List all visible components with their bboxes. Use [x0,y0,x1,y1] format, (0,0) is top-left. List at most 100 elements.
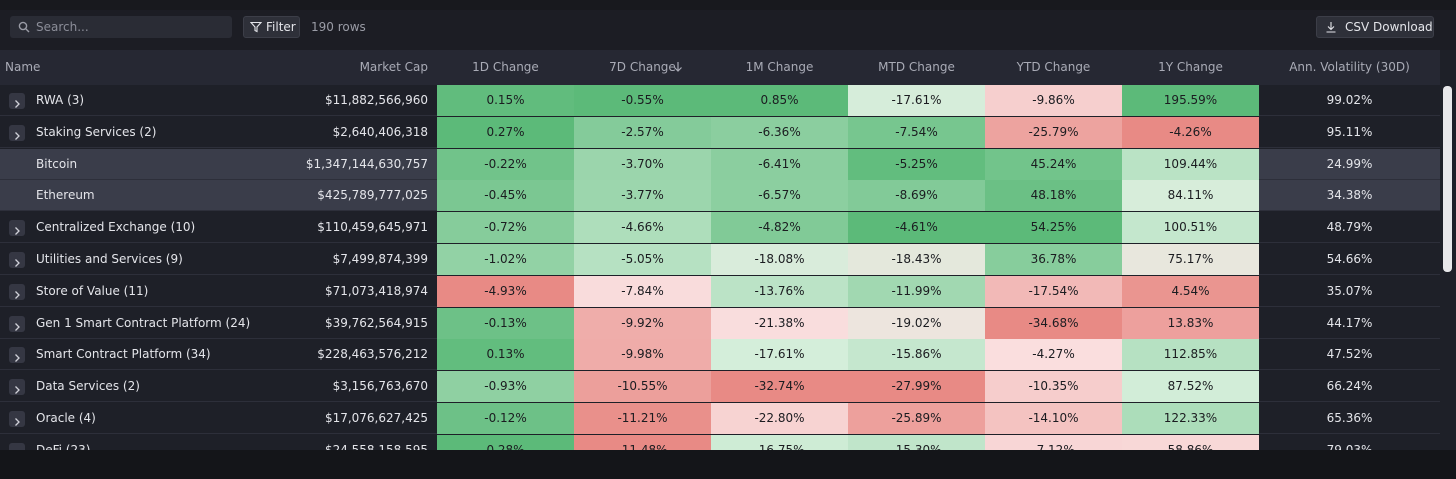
cell-value: -15.30% [848,434,985,450]
cell-value: -15.86% [848,339,985,371]
cell-value: -11.99% [848,275,985,307]
cell-value: 84.11% [1122,180,1259,212]
cell-value: -9.98% [574,339,711,371]
cell-value: $3,156,763,670 [262,371,437,403]
cell-value: -17.54% [985,275,1122,307]
csv-label: CSV Download [1345,20,1433,34]
row-name[interactable]: Staking Services (2) [0,116,262,148]
search-input[interactable]: Search... [10,16,232,38]
row-name[interactable]: Ethereum [0,180,262,212]
cell-value: -0.93% [437,371,574,403]
row-name[interactable]: Centralized Exchange (10) [0,212,262,244]
scrollbar-thumb[interactable] [1443,86,1452,272]
cell-value: $2,640,406,318 [262,116,437,148]
cell-value: -34.68% [985,307,1122,339]
cell-value: -5.05% [574,244,711,275]
expand-button[interactable] [9,379,25,396]
cell-value: 65.36% [1259,403,1440,434]
row-name[interactable]: Oracle (4) [0,403,262,434]
cell-value: -10.55% [574,371,711,403]
expand-button[interactable] [9,283,25,300]
row-name[interactable]: RWA (3) [0,85,262,116]
row-count: 190 rows [311,20,366,34]
cell-value: -13.76% [711,275,848,307]
row-name[interactable]: DeFi (23) [0,434,262,450]
download-icon [1326,22,1336,33]
cell-value: -6.36% [711,116,848,148]
expand-button[interactable] [9,252,25,268]
cell-value: -0.22% [437,148,574,180]
cell-value: -10.35% [985,371,1122,403]
cell-value: 99.02% [1259,85,1440,116]
expand-button[interactable] [9,93,25,109]
cell-value: $39,762,564,915 [262,307,437,339]
csv-download-button[interactable]: CSV Download [1316,16,1434,38]
cell-value: $17,076,627,425 [262,403,437,434]
expand-button[interactable] [9,124,25,141]
row-name[interactable]: Smart Contract Platform (34) [0,339,262,371]
chevron-icon [15,418,20,426]
bottom-area [0,450,1456,479]
row-name[interactable]: Gen 1 Smart Contract Platform (24) [0,307,262,339]
cell-value: 66.24% [1259,371,1440,403]
chevron-icon [15,259,20,267]
row-name[interactable]: Store of Value (11) [0,275,262,307]
cell-value: -18.08% [711,244,848,275]
cell-value: -7.54% [848,116,985,148]
column-header[interactable]: 1Y Change [1122,50,1259,85]
chevron-icon [15,131,20,140]
cell-value: 35.07% [1259,275,1440,307]
cell-value: 44.17% [1259,307,1440,339]
cell-value: 48.79% [1259,212,1440,244]
expand-button[interactable] [9,411,25,427]
column-header[interactable]: 7D Change [574,50,711,85]
column-header[interactable]: Name [0,50,262,85]
cell-value: -25.89% [848,403,985,434]
cell-value: 109.44% [1122,148,1259,180]
filter-label: Filter [266,20,296,34]
column-header[interactable]: 1M Change [711,50,848,85]
cell-value: -14.10% [985,403,1122,434]
expand-button[interactable] [9,220,25,237]
cell-value: -27.99% [848,371,985,403]
cell-value: -4.82% [711,212,848,244]
cell-value: 87.52% [1122,371,1259,403]
cell-value: 0.28% [437,434,574,450]
cell-value: -19.02% [848,307,985,339]
cell-value: 112.85% [1122,339,1259,371]
column-header[interactable]: YTD Change [985,50,1122,85]
toolbar: Search... Filter 190 rows CSV Download [0,10,1456,50]
row-name[interactable]: Data Services (2) [0,371,262,403]
expand-button[interactable] [9,442,25,450]
chevron-icon [15,100,20,108]
cell-value: $110,459,645,971 [262,212,437,244]
cell-value: -7.12% [985,434,1122,450]
cell-value: 36.78% [985,244,1122,275]
search-icon [18,21,30,33]
cell-value: -3.70% [574,148,711,180]
row-name[interactable]: Utilities and Services (9) [0,244,262,275]
search-placeholder: Search... [36,20,89,34]
cell-value: 0.27% [437,116,574,148]
column-header[interactable]: Market Cap [262,50,437,85]
sort-icon [674,62,682,72]
cell-value: 122.33% [1122,403,1259,434]
cell-value: -3.77% [574,180,711,212]
cell-value: -25.79% [985,116,1122,148]
cell-value: 95.11% [1259,116,1440,148]
column-header[interactable]: 1D Change [437,50,574,85]
cell-value: -6.41% [711,148,848,180]
chevron-icon [15,386,20,395]
cell-value: $1,347,144,630,757 [262,148,437,180]
cell-value: -1.02% [437,244,574,275]
expand-button[interactable] [9,347,25,364]
column-header[interactable]: MTD Change [848,50,985,85]
column-header[interactable]: Ann. Volatility (30D) [1259,50,1440,85]
filter-button[interactable]: Filter [243,16,300,38]
cell-value: 0.85% [711,85,848,116]
expand-button[interactable] [9,315,25,332]
cell-value: 4.54% [1122,275,1259,307]
row-name[interactable]: Bitcoin [0,148,262,180]
cell-value: -9.92% [574,307,711,339]
